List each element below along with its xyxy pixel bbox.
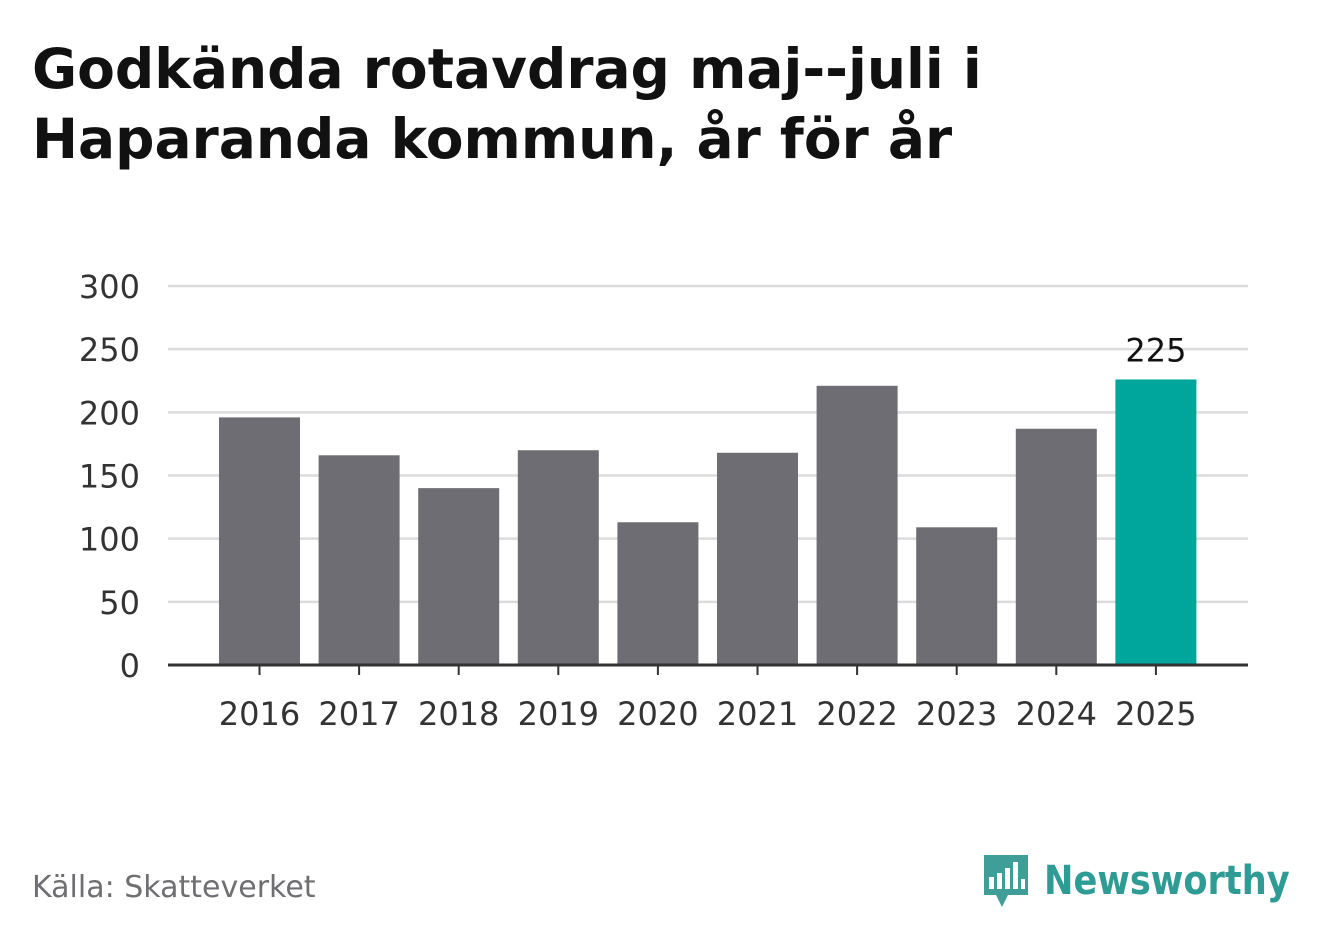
x-tick-label: 2024	[1016, 695, 1097, 733]
y-tick-label: 200	[79, 394, 140, 432]
source-note: Källa: Skatteverket	[32, 870, 316, 905]
y-tick-label: 100	[79, 521, 140, 559]
x-tick-label: 2018	[418, 695, 499, 733]
chart-title-line-2: Haparanda kommun, år för år	[32, 107, 953, 171]
bar	[717, 452, 798, 665]
chart-title-line-1: Godkända rotavdrag maj--juli i	[32, 37, 982, 101]
x-tick-label: 2019	[518, 695, 599, 733]
chart-title: Godkända rotavdrag maj--juli i Haparanda…	[32, 34, 1212, 174]
y-tick-label: 0	[120, 647, 140, 685]
y-tick-label: 300	[79, 268, 140, 306]
data-label: 225	[1125, 331, 1186, 369]
bar	[418, 488, 500, 665]
newsworthy-logo-icon	[984, 855, 1028, 907]
x-tick-label: 2022	[816, 695, 897, 733]
x-tick-label: 2020	[617, 695, 698, 733]
brand-name: Newsworthy	[1044, 858, 1290, 904]
x-tick-label: 2017	[318, 695, 399, 733]
y-tick-label: 150	[79, 458, 140, 496]
x-tick-label: 2021	[717, 695, 798, 733]
y-tick-label: 50	[99, 584, 140, 622]
bar	[219, 417, 300, 665]
bar	[916, 527, 998, 665]
x-tick-label: 2025	[1115, 695, 1196, 733]
bar	[318, 455, 400, 665]
x-tick-label: 2016	[219, 695, 300, 733]
bar	[617, 522, 699, 665]
bar	[1115, 379, 1197, 665]
brand: Newsworthy	[980, 850, 1322, 912]
x-tick-label: 2023	[916, 695, 997, 733]
bar	[517, 450, 599, 665]
bar	[816, 385, 898, 665]
bar	[1015, 428, 1097, 665]
y-tick-label: 250	[79, 331, 140, 369]
